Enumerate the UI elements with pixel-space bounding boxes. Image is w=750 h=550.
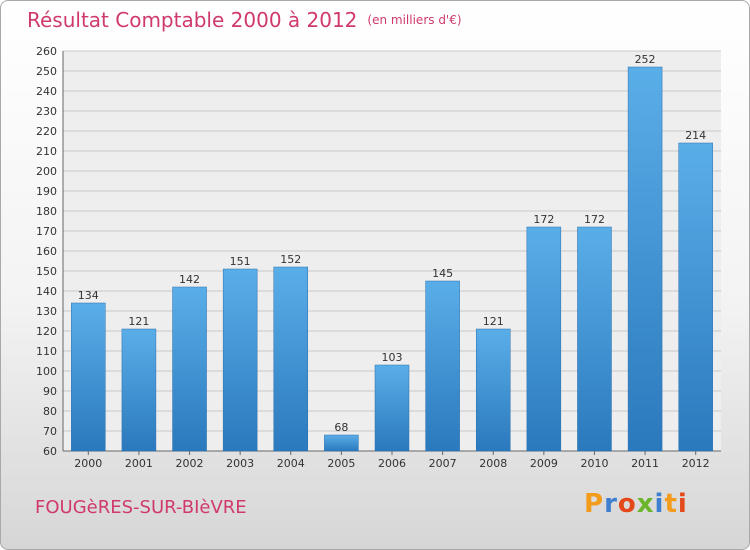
x-tick-label-2012: 2012 <box>682 457 710 470</box>
data-label-2000: 134 <box>78 289 99 302</box>
x-tick-label-2010: 2010 <box>580 457 608 470</box>
bar-2008 <box>475 328 511 452</box>
data-label-2012: 214 <box>685 129 706 142</box>
data-label-2004: 152 <box>280 253 301 266</box>
x-tick-label-2011: 2011 <box>631 457 659 470</box>
data-label-2005: 68 <box>334 421 348 434</box>
y-tick-label: 90 <box>43 385 57 398</box>
y-tick-label: 160 <box>36 245 57 258</box>
logo-letter: r <box>604 489 618 519</box>
proxiti-logo[interactable]: Proxiti <box>584 489 688 519</box>
y-tick-label: 120 <box>36 325 57 338</box>
y-tick-label: 110 <box>36 345 57 358</box>
y-tick-label: 70 <box>43 425 57 438</box>
y-tick-label: 200 <box>36 165 57 178</box>
x-tick-label-2009: 2009 <box>530 457 558 470</box>
bar-2007 <box>425 280 460 452</box>
bar-2000 <box>71 302 106 452</box>
x-tick-label-2002: 2002 <box>176 457 204 470</box>
data-label-2006: 103 <box>382 351 403 364</box>
data-label-2008: 121 <box>483 315 504 328</box>
x-tick-label-2000: 2000 <box>74 457 102 470</box>
bar-2011 <box>627 66 663 452</box>
y-tick-label: 210 <box>36 145 57 158</box>
bars: 134 121 142 151 152 68 103 145 121 172 172 252 214 <box>71 53 713 452</box>
logo-letter: P <box>584 489 605 519</box>
commune-name: FOUGèRES-SUR-BIèVRE <box>35 497 247 518</box>
data-label-2003: 151 <box>230 255 251 268</box>
x-tick-label-2008: 2008 <box>479 457 507 470</box>
bar-2001 <box>121 328 157 452</box>
x-tick-label-2007: 2007 <box>429 457 457 470</box>
y-tick-label: 60 <box>43 445 57 458</box>
data-label-2011: 252 <box>635 53 656 66</box>
logo-letter: i <box>654 489 665 519</box>
y-tick-label: 230 <box>36 105 57 118</box>
y-tick-label: 100 <box>36 365 57 378</box>
y-tick-label: 180 <box>36 205 57 218</box>
bar-2006 <box>374 364 410 452</box>
logo-letter: t <box>664 489 678 519</box>
chart-title: Résultat Comptable 2000 à 2012 (en millie… <box>27 8 462 32</box>
logo-letter: i <box>677 489 688 519</box>
y-tick-label: 250 <box>36 65 57 78</box>
chart-subtitle: (en milliers d'€) <box>367 13 462 27</box>
x-tick-label-2006: 2006 <box>378 457 406 470</box>
bar-2012 <box>678 142 713 452</box>
y-tick-label: 80 <box>43 405 57 418</box>
data-label-2010: 172 <box>584 213 605 226</box>
bar-2003 <box>222 268 258 452</box>
bar-2009 <box>526 226 562 452</box>
data-label-2001: 121 <box>128 315 149 328</box>
bar-2004 <box>273 266 309 452</box>
bar-2005 <box>324 434 359 452</box>
y-tick-label: 220 <box>36 125 57 138</box>
data-label-2009: 172 <box>533 213 554 226</box>
bar-2010 <box>577 226 612 452</box>
y-tick-label: 140 <box>36 285 57 298</box>
x-tick-label-2001: 2001 <box>125 457 153 470</box>
bar-2002 <box>172 286 207 452</box>
y-tick-label: 170 <box>36 225 57 238</box>
logo-letter: o <box>617 489 637 519</box>
data-label-2007: 145 <box>432 267 453 280</box>
y-tick-label: 190 <box>36 185 57 198</box>
data-label-2002: 142 <box>179 273 200 286</box>
y-tick-label: 150 <box>36 265 57 278</box>
y-tick-label: 260 <box>36 45 57 58</box>
chart-title-text: Résultat Comptable 2000 à 2012 <box>27 8 358 32</box>
x-tick-label-2005: 2005 <box>327 457 355 470</box>
y-tick-label: 130 <box>36 305 57 318</box>
y-tick-label: 240 <box>36 85 57 98</box>
logo-letter: x <box>636 489 655 519</box>
x-tick-label-2004: 2004 <box>277 457 305 470</box>
x-tick-label-2003: 2003 <box>226 457 254 470</box>
x-axis: 2000 2001 2002 2003 2004 2005 2006 2007 2008 2009… <box>74 451 710 470</box>
